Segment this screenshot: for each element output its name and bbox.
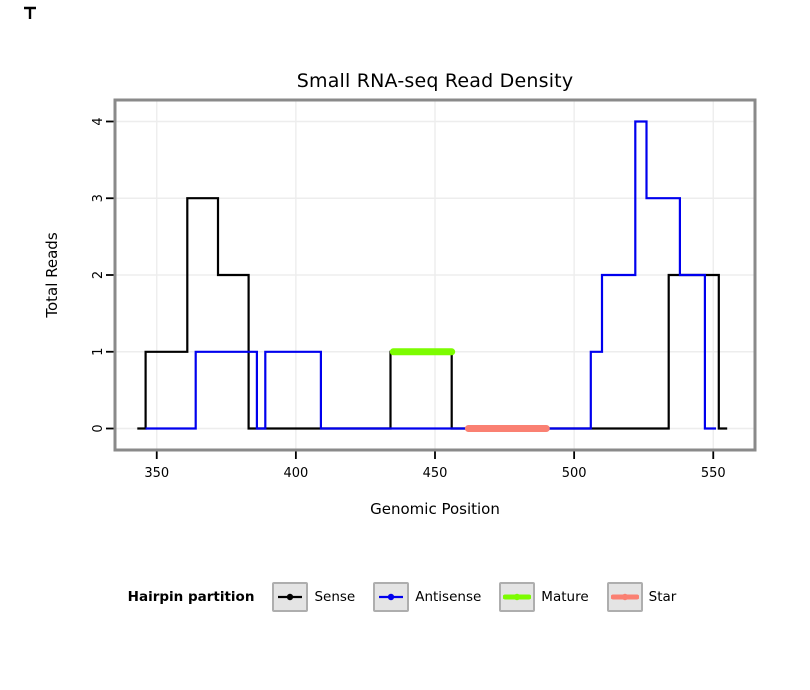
y-tick-label: 2 (91, 271, 106, 279)
y-tick-label: 3 (91, 194, 106, 202)
x-tick-label: 500 (562, 466, 587, 481)
legend-key-symbol (379, 593, 404, 601)
legend-entry-mature: Mature (499, 582, 589, 612)
legend-entry-label: Sense (314, 589, 356, 605)
y-tick-label: 0 (91, 424, 106, 432)
x-tick-label: 350 (144, 466, 169, 481)
legend-key-box (499, 582, 536, 612)
series-sense (137, 197, 728, 430)
chart-plot: 350 400 450 500 550 0 1 2 3 4 (24, 6, 757, 481)
x-tick-label: 400 (283, 466, 308, 481)
legend-entry-sense: Sense (272, 582, 355, 612)
legend-entry-label: Antisense (415, 589, 482, 605)
legend-key-box (606, 582, 643, 612)
y-tick-label: 1 (91, 348, 106, 356)
legend-entry-label: Mature (541, 589, 589, 605)
x-tick-label: 550 (701, 466, 726, 481)
legend-title: Hairpin partition (127, 589, 255, 605)
legend-key-box (373, 582, 410, 612)
x-tick-label: 450 (423, 466, 448, 481)
legend-entry-label: Star (648, 589, 677, 605)
legend: Hairpin partition Sense Antisense Mature St… (0, 582, 810, 612)
legend-key-box (272, 582, 309, 612)
panel-border (113, 98, 757, 452)
legend-entry-star: Star (606, 582, 677, 612)
corner-mark (24, 6, 36, 19)
y-tick-label: 4 (91, 117, 106, 125)
legend-key-symbol (278, 593, 303, 601)
legend-items: Sense Antisense Mature Star (272, 582, 682, 612)
series-antisense (145, 120, 716, 430)
legend-key-symbol (503, 593, 532, 601)
legend-key-symbol (610, 593, 639, 601)
y-axis-label: Total Reads (43, 232, 61, 318)
legend-entry-antisense: Antisense (373, 582, 481, 612)
x-axis-label: Genomic Position (370, 500, 500, 518)
chart-title: Small RNA-seq Read Density (296, 70, 574, 92)
